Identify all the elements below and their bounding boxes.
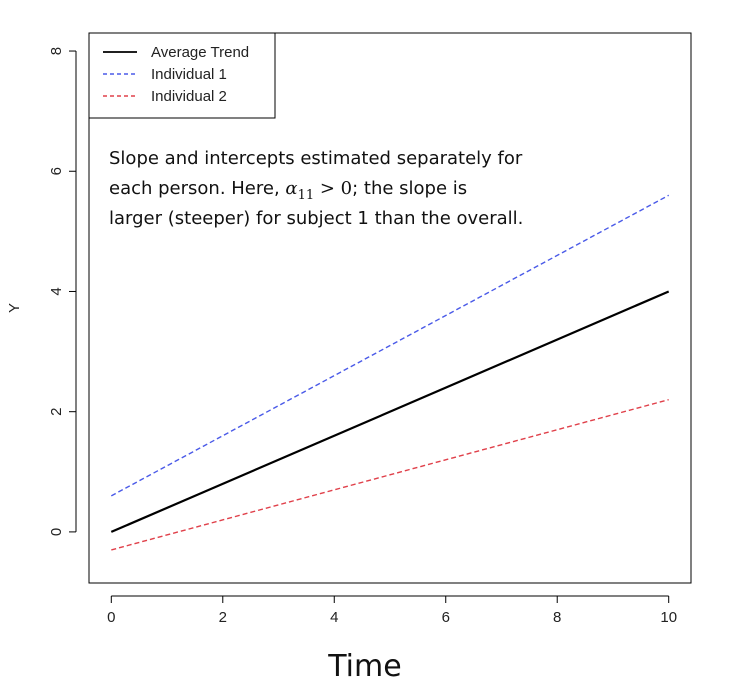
series-line-1 bbox=[110, 290, 670, 533]
x-axis-title: Time bbox=[327, 649, 401, 682]
annotation-line-2: each person. Here, α11 > 0; the slope is bbox=[109, 178, 467, 203]
y-tick-label-8: 8 bbox=[48, 47, 65, 55]
y-tick-label-6: 6 bbox=[48, 167, 65, 175]
annotation-math-subscript: 11 bbox=[298, 188, 315, 203]
y-axis-title: Y bbox=[6, 303, 23, 313]
x-tick-label-4: 4 bbox=[330, 609, 338, 626]
x-tick-label-6: 6 bbox=[442, 609, 450, 626]
annotation-line-1: Slope and intercepts estimated separatel… bbox=[109, 148, 523, 169]
y-tick-label-2: 2 bbox=[48, 408, 65, 416]
plot-frame bbox=[88, 32, 692, 584]
axes: 0 2 4 6 8 10 0 2 4 6 8 bbox=[48, 47, 677, 626]
x-tick-label-0: 0 bbox=[107, 609, 115, 626]
x-tick-label-10: 10 bbox=[660, 609, 677, 626]
legend-label-3: Individual 2 bbox=[151, 88, 227, 105]
legend-box bbox=[88, 32, 276, 119]
legend-label-2: Individual 1 bbox=[151, 66, 227, 83]
y-tick-label-0: 0 bbox=[48, 528, 65, 536]
annotation-line-2-start: each person. Here, bbox=[109, 178, 285, 199]
series-layer bbox=[110, 194, 670, 551]
series-line-2 bbox=[110, 194, 670, 497]
legend: Average Trend Individual 1 Individual 2 bbox=[88, 32, 276, 119]
annotation-line-3: larger (steeper) for subject 1 than the … bbox=[109, 208, 523, 229]
x-tick-label-8: 8 bbox=[553, 609, 561, 626]
annotation-math-symbol: α bbox=[285, 178, 297, 199]
y-tick-label-4: 4 bbox=[48, 287, 65, 295]
series-line-3 bbox=[111, 398, 669, 551]
annotation-math-relation: > 0 bbox=[314, 178, 352, 199]
legend-label-1: Average Trend bbox=[151, 44, 249, 61]
annotation-line-2-end: ; the slope is bbox=[352, 178, 467, 199]
x-tick-label-2: 2 bbox=[219, 609, 227, 626]
